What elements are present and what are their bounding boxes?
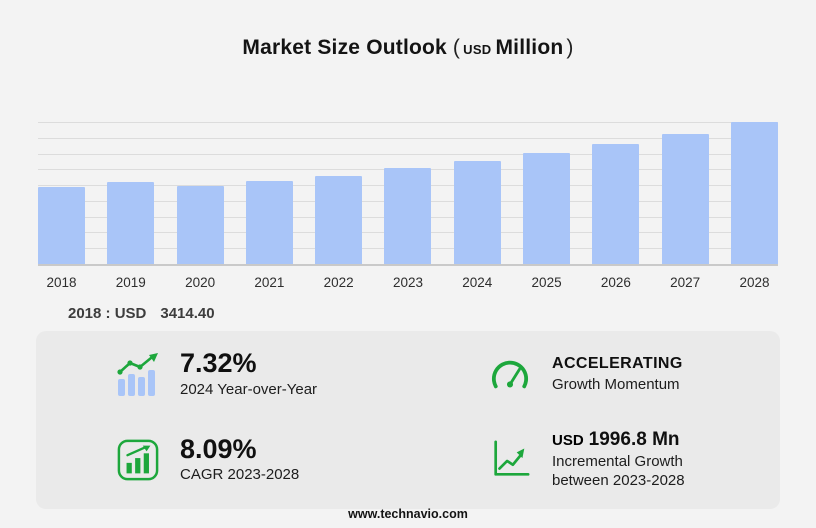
speedometer-icon [486,355,534,393]
stat-momentum-label: Growth Momentum [552,375,680,393]
bar-2028 [730,122,778,264]
bar-2024 [453,160,501,264]
title-unit: (USD Million) [453,36,574,59]
bar-2020 [176,186,224,264]
website-link[interactable]: www.technavio.com [348,507,468,521]
page-title: Market Size Outlook(USD Million) [0,0,816,60]
stat-cagr-value: 8.09% [180,434,257,464]
bar-2023 [384,167,432,264]
stat-incremental-label-line1: Incremental Growth [552,453,683,471]
chart-bars [38,122,778,264]
bar-2018 [38,187,85,264]
bar-2026 [592,144,640,264]
cagr-bar-chart-icon [114,439,162,481]
stat-incremental-label-line2: between 2023-2028 [552,472,685,490]
bar-2022 [315,176,363,264]
bar-2027 [661,134,709,264]
stat-momentum: ACCELERATING Growth Momentum [408,349,780,399]
title-unit-scale: Million [495,36,564,59]
stat-incremental-text: USD 1996.8 Mn Incremental Growth between … [552,429,685,491]
stat-momentum-text: ACCELERATING Growth Momentum [552,354,683,395]
stat-yoy-value: 7.32% [180,348,257,379]
stat-incremental-value: USD 1996.8 Mn [552,429,685,451]
stat-cagr-text: 8.09% CAGR 2023-2028 [180,435,299,485]
title-paren-close: ) [566,36,574,59]
stat-momentum-value: ACCELERATING [552,354,683,372]
title-text: Market Size Outlook [242,36,447,59]
bar-2025 [523,153,571,264]
bar-2021 [245,181,293,264]
stat-incremental: USD 1996.8 Mn Incremental Growth between … [408,429,780,491]
gridline [38,122,778,123]
base-year-annotation: 2018 : USD 3414.40 [68,305,816,322]
title-paren-open: ( [452,36,461,59]
incremental-growth-icon [486,439,534,481]
base-year-label: 2018 : USD [68,305,147,322]
yoy-trend-icon [114,352,162,397]
x-tick-label-2020: 2020 [185,275,216,290]
stat-yoy-text: 7.32% 2024 Year-over-Year [180,349,317,399]
x-tick-label-2028: 2028 [739,275,770,290]
stat-incremental-amount: 1996.8 Mn [588,429,680,451]
stat-yoy: 7.32% 2024 Year-over-Year [36,349,408,399]
stats-panel: 7.32% 2024 Year-over-Year ACCELERATING G… [36,331,780,509]
x-tick-label-2025: 2025 [531,275,562,290]
bar-2019 [107,181,155,264]
chart-plot [38,122,778,266]
bar-chart: 2018 2019 2020 2021 2022 2023 2024 2025 2026 2027… [38,122,778,290]
x-tick-label-2018: 2018 [46,275,77,290]
gridline [38,137,778,139]
stat-yoy-label: 2024 Year-over-Year [180,380,318,398]
stat-cagr: 8.09% CAGR 2023-2028 [36,429,408,491]
x-tick-label-2019: 2019 [115,275,146,290]
chart-xlabels: 2018 2019 2020 2021 2022 2023 2024 2025 2026 2027… [38,275,778,290]
x-tick-label-2022: 2022 [323,275,354,290]
base-year-value: 3414.40 [160,305,215,322]
x-tick-label-2023: 2023 [392,275,423,290]
footer: www.technavio.com [0,505,816,523]
stat-cagr-label: CAGR 2023-2028 [180,466,300,484]
x-tick-label-2026: 2026 [600,275,631,290]
x-tick-label-2024: 2024 [462,275,493,290]
x-tick-label-2027: 2027 [670,275,701,290]
x-tick-label-2021: 2021 [254,275,285,290]
title-unit-currency: USD [463,42,492,57]
gridline [38,153,778,155]
stat-incremental-currency: USD [552,432,584,450]
